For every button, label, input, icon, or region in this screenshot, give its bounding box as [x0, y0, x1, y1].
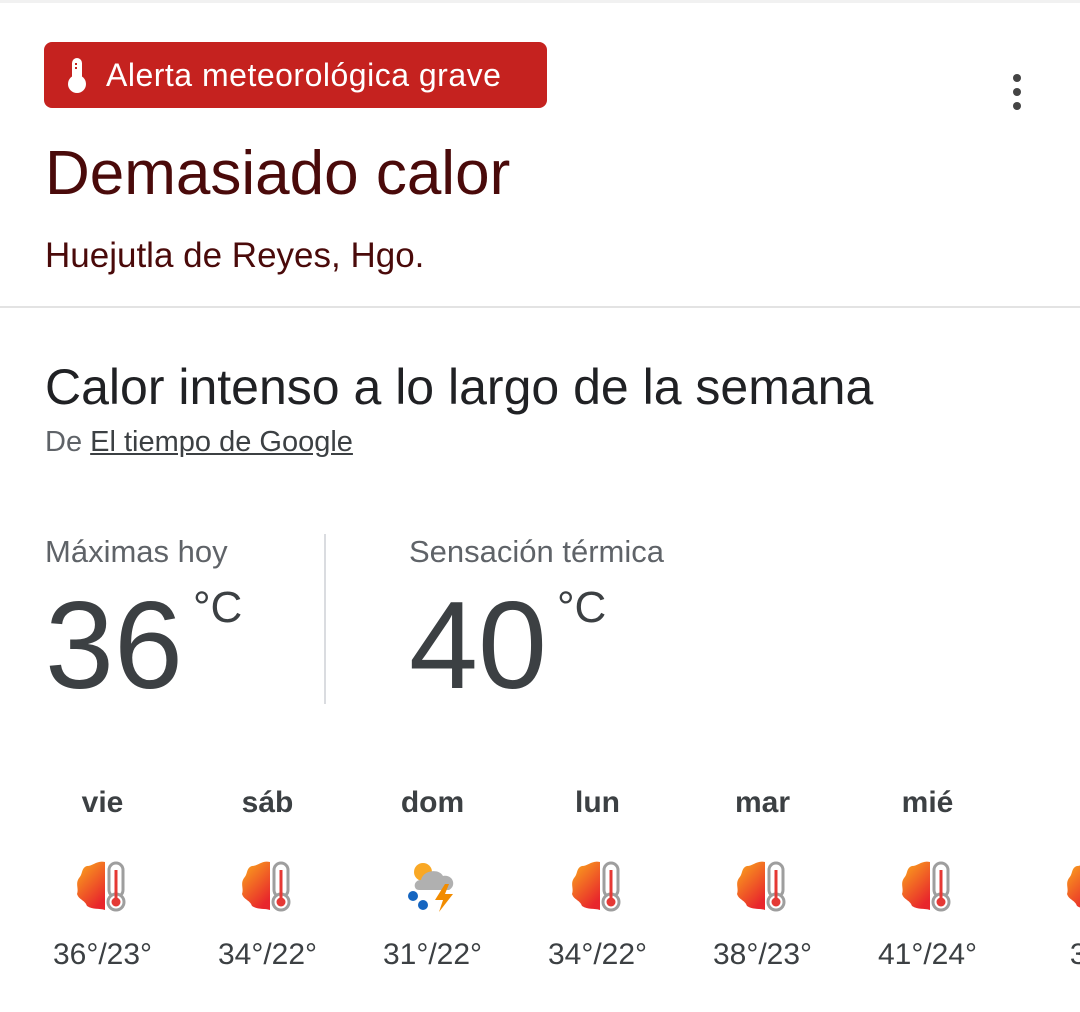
more-vert-icon	[1013, 74, 1021, 82]
day-name: sáb	[241, 786, 294, 819]
source-line: De El tiempo de Google	[45, 426, 353, 459]
stat-value: 40	[409, 577, 547, 715]
day-name: lun	[575, 786, 620, 819]
extreme-heat-icon	[1010, 860, 1080, 920]
stat-unit: °C	[556, 583, 607, 632]
feels-like: Sensación térmica 40 °C	[409, 534, 664, 708]
stat-value: 36	[45, 577, 183, 715]
forecast-day[interactable]: j 36°	[1010, 780, 1080, 972]
day-temps: 41°/24°	[877, 938, 978, 971]
section-title: Calor intenso a lo largo de la semana	[45, 359, 874, 415]
forecast-row: vie 36°/23° sáb 34°/22° dom 31°/22° lun 34°…	[0, 780, 1080, 1000]
stat-unit: °C	[192, 583, 243, 632]
stat-label: Sensación térmica	[409, 534, 665, 569]
day-name: vie	[81, 786, 124, 819]
day-name: dom	[400, 786, 465, 819]
day-temps: 38°/23°	[712, 938, 813, 971]
extreme-heat-icon	[680, 860, 845, 920]
day-name: j	[1010, 780, 1080, 826]
max-today: Máximas hoy 36 °C	[45, 534, 242, 708]
forecast-day[interactable]: sáb 34°/22°	[185, 780, 350, 972]
extreme-heat-icon	[185, 860, 350, 920]
extreme-heat-icon	[845, 860, 1010, 920]
extreme-heat-icon	[20, 860, 185, 920]
source-link[interactable]: El tiempo de Google	[90, 426, 353, 458]
day-temps: 34°/22°	[547, 938, 648, 971]
day-name: mar	[734, 786, 791, 819]
more-options-button[interactable]	[1000, 70, 1034, 114]
forecast-day[interactable]: mar 38°/23°	[680, 780, 845, 972]
day-temps: 31°/22°	[382, 938, 483, 971]
thermometer-icon	[68, 58, 86, 93]
extreme-heat-icon	[515, 860, 680, 920]
alert-title: Demasiado calor	[45, 139, 511, 208]
day-temps: 34°/22°	[217, 938, 318, 971]
alert-label: Alerta meteorológica grave	[106, 56, 502, 93]
stat-separator	[324, 534, 326, 704]
forecast-day[interactable]: mié 41°/24°	[845, 780, 1010, 972]
source-prefix: De	[45, 426, 83, 458]
divider	[0, 306, 1080, 308]
day-temps: 36°/23°	[52, 938, 153, 971]
location: Huejutla de Reyes, Hgo.	[45, 236, 425, 275]
forecast-day[interactable]: lun 34°/22°	[515, 780, 680, 972]
forecast-day[interactable]: vie 36°/23°	[20, 780, 185, 972]
severe-weather-alert-badge[interactable]: Alerta meteorológica grave	[44, 42, 547, 108]
forecast-day[interactable]: dom 31°/22°	[350, 780, 515, 972]
top-divider	[0, 0, 1080, 3]
stat-label: Máximas hoy	[45, 534, 228, 569]
thunderstorm-rain-icon	[350, 860, 515, 920]
day-name: mié	[901, 786, 954, 819]
day-temps: 36°	[1069, 938, 1080, 971]
